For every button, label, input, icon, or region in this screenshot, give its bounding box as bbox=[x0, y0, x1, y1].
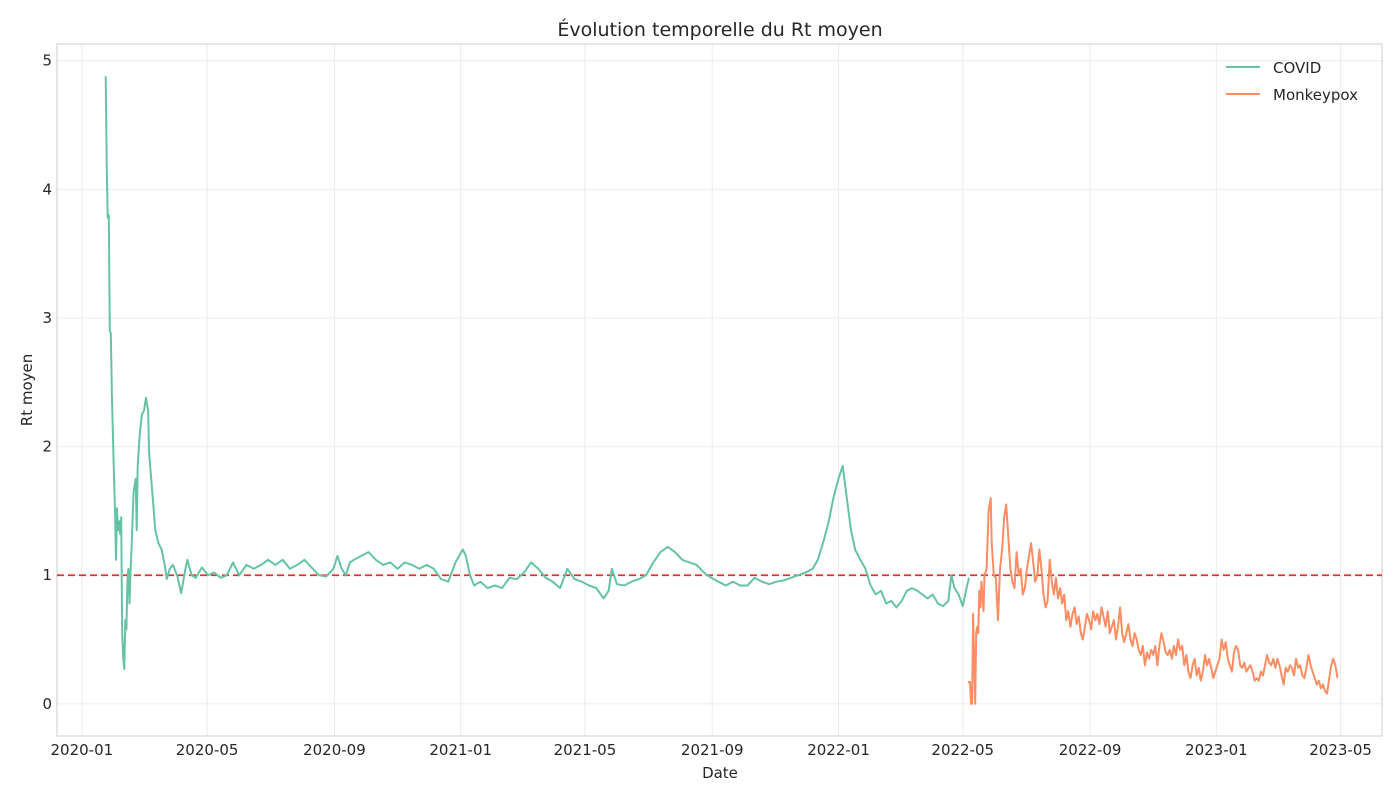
series-line-monkeypox bbox=[967, 497, 1339, 705]
y-tick-label: 3 bbox=[42, 309, 52, 327]
y-tick-label: 2 bbox=[42, 438, 52, 456]
plot-frame bbox=[56, 43, 1383, 737]
x-axis-label: Date bbox=[702, 764, 738, 782]
series-group bbox=[104, 76, 1339, 705]
x-tick-label: 2020-09 bbox=[303, 741, 366, 759]
y-tick-label: 1 bbox=[42, 566, 52, 584]
x-tick-label: 2020-05 bbox=[176, 741, 239, 759]
y-tick-label: 0 bbox=[42, 695, 52, 713]
y-tick-label: 5 bbox=[42, 52, 52, 70]
x-tick-label: 2022-01 bbox=[807, 741, 870, 759]
chart-title: Évolution temporelle du Rt moyen bbox=[557, 18, 882, 41]
legend-label-monkeypox: Monkeypox bbox=[1273, 86, 1358, 104]
y-tick-label: 4 bbox=[42, 180, 52, 198]
x-tick-label: 2023-01 bbox=[1185, 741, 1248, 759]
series-line-covid bbox=[104, 76, 970, 671]
x-tick-label: 2021-05 bbox=[554, 741, 617, 759]
legend-label-covid: COVID bbox=[1273, 59, 1321, 77]
x-tick-label: 2021-01 bbox=[429, 741, 492, 759]
x-tick-label: 2022-09 bbox=[1059, 741, 1122, 759]
y-axis-label: Rt moyen bbox=[18, 354, 36, 426]
x-tick-label: 2020-01 bbox=[51, 741, 114, 759]
x-tick-label: 2023-05 bbox=[1309, 741, 1372, 759]
legend: COVID Monkeypox bbox=[1226, 59, 1358, 104]
x-tick-label: 2022-05 bbox=[931, 741, 994, 759]
x-tick-label: 2021-09 bbox=[681, 741, 744, 759]
x-axis-ticks: 2020-01 2020-05 2020-09 2021-01 2021-05 2021-… bbox=[51, 741, 1372, 759]
y-axis-ticks: 0 1 2 3 4 5 bbox=[42, 52, 52, 713]
